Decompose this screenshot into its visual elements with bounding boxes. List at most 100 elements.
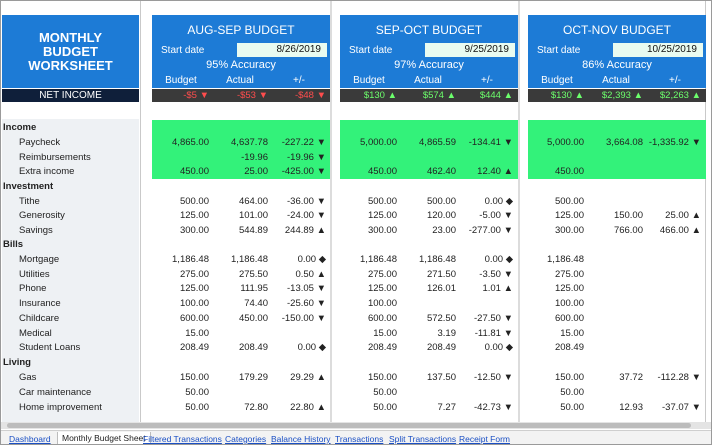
actual-cell[interactable]: -19.96	[241, 152, 268, 163]
difference-cell[interactable]: -25.60 ▼	[287, 298, 326, 309]
budget-cell[interactable]: 500.00	[367, 196, 397, 207]
actual-cell[interactable]: 12.93	[619, 402, 643, 413]
budget-cell[interactable]: 450.00	[179, 166, 209, 177]
difference-cell[interactable]: 0.00 ◆	[297, 342, 326, 353]
difference-cell[interactable]: -12.50 ▼	[474, 372, 513, 383]
actual-cell[interactable]: 1,186.48	[231, 254, 268, 265]
budget-cell[interactable]: 125.00	[179, 283, 209, 294]
difference-cell[interactable]: -11.81 ▼	[474, 328, 513, 339]
difference-cell[interactable]: 22.80 ▲	[290, 402, 326, 413]
budget-cell[interactable]: 125.00	[367, 210, 397, 221]
budget-cell[interactable]: 50.00	[185, 402, 209, 413]
start-date-field[interactable]: 10/25/2019	[613, 43, 703, 57]
difference-cell[interactable]: -134.41 ▼	[468, 137, 513, 148]
actual-cell[interactable]: 101.00	[238, 210, 268, 221]
actual-cell[interactable]: 137.50	[426, 372, 456, 383]
start-date-field[interactable]: 9/25/2019	[425, 43, 515, 57]
actual-cell[interactable]: 37.72	[619, 372, 643, 383]
sheet-tab[interactable]: Balance History	[271, 434, 331, 444]
budget-cell[interactable]: 50.00	[373, 387, 397, 398]
actual-cell[interactable]: 271.50	[426, 269, 456, 280]
budget-cell[interactable]: 300.00	[367, 225, 397, 236]
difference-cell[interactable]: 0.50 ▲	[295, 269, 326, 280]
sheet-tab[interactable]: Categories	[225, 434, 267, 444]
budget-cell[interactable]: 450.00	[367, 166, 397, 177]
actual-cell[interactable]: 150.00	[613, 210, 643, 221]
budget-cell[interactable]: 208.49	[554, 342, 584, 353]
difference-cell[interactable]: -3.50 ▼	[479, 269, 513, 280]
actual-cell[interactable]: 208.49	[426, 342, 456, 353]
actual-cell[interactable]: 7.27	[437, 402, 457, 413]
budget-cell[interactable]: 100.00	[179, 298, 209, 309]
budget-cell[interactable]: 150.00	[367, 372, 397, 383]
budget-cell[interactable]: 500.00	[554, 196, 584, 207]
actual-cell[interactable]: 766.00	[613, 225, 643, 236]
budget-cell[interactable]: 500.00	[179, 196, 209, 207]
actual-cell[interactable]: 3,664.08	[606, 137, 643, 148]
actual-cell[interactable]: 462.40	[426, 166, 456, 177]
actual-cell[interactable]: 25.00	[244, 166, 268, 177]
budget-cell[interactable]: 15.00	[185, 328, 209, 339]
difference-cell[interactable]: -19.96 ▼	[287, 152, 326, 163]
budget-cell[interactable]: 600.00	[554, 313, 584, 324]
budget-cell[interactable]: 100.00	[554, 298, 584, 309]
budget-cell[interactable]: 275.00	[367, 269, 397, 280]
sheet-tab[interactable]: Transactions	[335, 434, 384, 444]
budget-cell[interactable]: 15.00	[373, 328, 397, 339]
actual-cell[interactable]: 120.00	[426, 210, 456, 221]
actual-cell[interactable]: 464.00	[238, 196, 268, 207]
budget-cell[interactable]: 4,865.00	[172, 137, 209, 148]
budget-cell[interactable]: 50.00	[560, 387, 584, 398]
budget-cell[interactable]: 1,186.48	[360, 254, 397, 265]
difference-cell[interactable]: -42.73 ▼	[474, 402, 513, 413]
budget-cell[interactable]: 125.00	[554, 210, 584, 221]
difference-cell[interactable]: -227.22 ▼	[281, 137, 326, 148]
budget-cell[interactable]: 5,000.00	[547, 137, 584, 148]
budget-cell[interactable]: 275.00	[554, 269, 584, 280]
start-date-field[interactable]: 8/26/2019	[237, 43, 327, 57]
difference-cell[interactable]: -5.00 ▼	[479, 210, 513, 221]
difference-cell[interactable]: -24.00 ▼	[287, 210, 326, 221]
actual-cell[interactable]: 179.29	[238, 372, 268, 383]
difference-cell[interactable]: 466.00 ▲	[659, 225, 701, 236]
actual-cell[interactable]: 450.00	[238, 313, 268, 324]
difference-cell[interactable]: -277.00 ▼	[468, 225, 513, 236]
sheet-tab[interactable]: Monthly Budget Sheet	[57, 432, 151, 444]
actual-cell[interactable]: 4,865.59	[419, 137, 456, 148]
budget-cell[interactable]: 208.49	[367, 342, 397, 353]
budget-cell[interactable]: 300.00	[179, 225, 209, 236]
difference-cell[interactable]: 0.00 ◆	[484, 254, 513, 265]
budget-cell[interactable]: 300.00	[554, 225, 584, 236]
difference-cell[interactable]: -425.00 ▼	[281, 166, 326, 177]
budget-cell[interactable]: 50.00	[373, 402, 397, 413]
budget-cell[interactable]: 50.00	[560, 402, 584, 413]
budget-cell[interactable]: 600.00	[179, 313, 209, 324]
budget-cell[interactable]: 15.00	[560, 328, 584, 339]
budget-cell[interactable]: 150.00	[179, 372, 209, 383]
sheet-tab[interactable]: Filtered Transactions	[143, 434, 222, 444]
difference-cell[interactable]: 29.29 ▲	[290, 372, 326, 383]
budget-cell[interactable]: 275.00	[179, 269, 209, 280]
difference-cell[interactable]: 1.01 ▲	[482, 283, 513, 294]
difference-cell[interactable]: 25.00 ▲	[665, 210, 701, 221]
budget-cell[interactable]: 125.00	[367, 283, 397, 294]
difference-cell[interactable]: -1,335.92 ▼	[648, 137, 701, 148]
budget-cell[interactable]: 1,186.48	[547, 254, 584, 265]
budget-cell[interactable]: 1,186.48	[172, 254, 209, 265]
actual-cell[interactable]: 275.50	[238, 269, 268, 280]
budget-cell[interactable]: 450.00	[554, 166, 584, 177]
actual-cell[interactable]: 3.19	[437, 328, 457, 339]
actual-cell[interactable]: 23.00	[432, 225, 456, 236]
sheet-tab[interactable]: Receipt Form	[459, 434, 511, 444]
actual-cell[interactable]: 572.50	[426, 313, 456, 324]
budget-cell[interactable]: 208.49	[179, 342, 209, 353]
difference-cell[interactable]: 0.00 ◆	[484, 196, 513, 207]
budget-cell[interactable]: 125.00	[554, 283, 584, 294]
actual-cell[interactable]: 111.95	[240, 283, 268, 294]
difference-cell[interactable]: -37.07 ▼	[662, 402, 701, 413]
difference-cell[interactable]: -36.00 ▼	[287, 196, 326, 207]
difference-cell[interactable]: -112.28 ▼	[657, 372, 701, 383]
budget-cell[interactable]: 600.00	[367, 313, 397, 324]
actual-cell[interactable]: 4,637.78	[231, 137, 268, 148]
budget-cell[interactable]: 125.00	[179, 210, 209, 221]
